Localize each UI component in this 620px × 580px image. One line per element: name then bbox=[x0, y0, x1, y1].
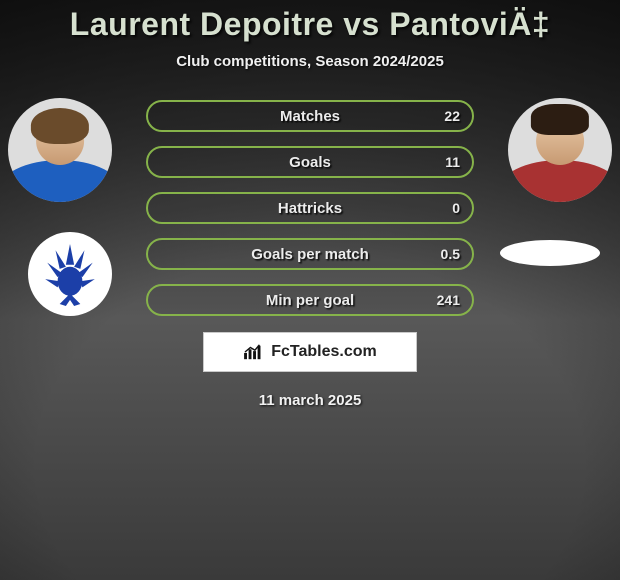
headdress-icon bbox=[39, 239, 101, 309]
stat-label: Goals per match bbox=[251, 246, 369, 263]
branding-box: FcTables.com bbox=[203, 332, 417, 372]
stat-label: Matches bbox=[280, 108, 340, 125]
club-badge-right bbox=[500, 240, 600, 266]
date-text: 11 march 2025 bbox=[0, 392, 620, 409]
comparison-panel: Matches 22 Goals 11 Hattricks 0 Goals pe… bbox=[0, 98, 620, 409]
page-title: Laurent Depoitre vs PantoviÄ‡ bbox=[0, 6, 620, 43]
stat-bar-matches: Matches 22 bbox=[146, 100, 474, 132]
club-badge-left bbox=[28, 232, 112, 316]
stat-label: Min per goal bbox=[266, 292, 354, 309]
stats-bars: Matches 22 Goals 11 Hattricks 0 Goals pe… bbox=[146, 98, 474, 316]
player-avatar-right bbox=[508, 98, 612, 202]
bar-chart-icon bbox=[243, 343, 265, 361]
subtitle: Club competitions, Season 2024/2025 bbox=[0, 53, 620, 70]
stat-value: 241 bbox=[437, 292, 460, 308]
stat-bar-goals: Goals 11 bbox=[146, 146, 474, 178]
stat-value: 22 bbox=[444, 108, 460, 124]
stat-label: Hattricks bbox=[278, 200, 342, 217]
stat-value: 0.5 bbox=[441, 246, 460, 262]
stat-value: 0 bbox=[452, 200, 460, 216]
branding-text: FcTables.com bbox=[271, 343, 377, 361]
stat-bar-min-per-goal: Min per goal 241 bbox=[146, 284, 474, 316]
player-avatar-left bbox=[8, 98, 112, 202]
stat-label: Goals bbox=[289, 154, 331, 171]
stat-value: 11 bbox=[445, 154, 460, 170]
stat-bar-goals-per-match: Goals per match 0.5 bbox=[146, 238, 474, 270]
stat-bar-hattricks: Hattricks 0 bbox=[146, 192, 474, 224]
